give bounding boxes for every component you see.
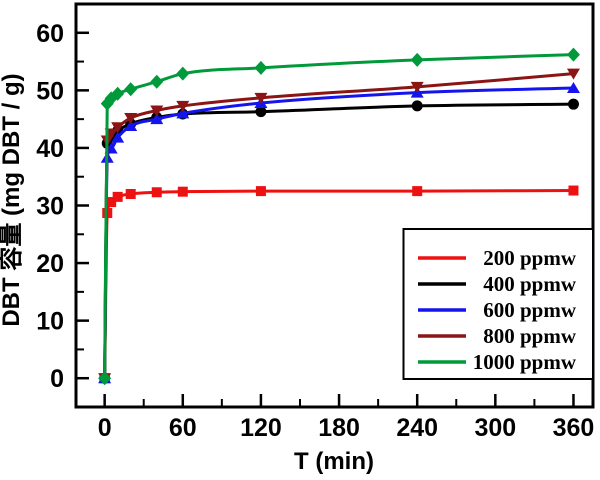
diamond-marker — [98, 371, 112, 386]
diamond-marker — [566, 47, 580, 62]
legend-label: 400 ppmw — [483, 272, 577, 296]
x-axis-title: T (min) — [294, 448, 374, 475]
triangle-down-marker — [254, 92, 268, 104]
y-tick-label: 10 — [36, 308, 64, 336]
circle-marker — [411, 100, 423, 112]
square-marker — [125, 188, 136, 199]
x-tick-label: 120 — [240, 414, 282, 442]
y-tick-label: 0 — [50, 365, 64, 393]
legend-label: 200 ppmw — [483, 246, 577, 270]
x-tick-label: 60 — [169, 414, 197, 442]
triangle-down-marker — [111, 122, 125, 134]
y-tick-label: 40 — [36, 135, 64, 163]
y-tick-label: 20 — [36, 250, 64, 278]
triangle-down-marker — [124, 112, 138, 124]
diamond-marker — [124, 82, 138, 97]
legend-label: 800 ppmw — [483, 324, 577, 348]
square-marker — [412, 186, 423, 197]
legend-label: 1000 ppmw — [473, 350, 577, 374]
y-tick-label: 30 — [36, 193, 64, 221]
diamond-marker — [254, 60, 268, 75]
square-marker — [151, 187, 162, 198]
legend-label: 600 ppmw — [483, 298, 577, 322]
triangle-up-marker — [124, 120, 138, 132]
triangle-up-marker — [111, 131, 125, 143]
plot-frame — [74, 2, 595, 409]
y-tick-label: 50 — [36, 77, 64, 105]
square-marker — [106, 197, 117, 208]
triangle-down-marker — [566, 68, 580, 80]
triangle-down-marker — [176, 100, 190, 112]
triangle-down-marker — [410, 81, 424, 93]
diamond-marker — [150, 74, 164, 89]
y-axis-title: DBT 容量 (mg DBT / g) — [0, 73, 25, 326]
circle-marker — [567, 98, 579, 110]
triangle-down-marker — [150, 105, 164, 117]
triangle-up-marker — [150, 113, 164, 125]
legend-box — [402, 228, 594, 380]
diamond-marker — [111, 86, 125, 101]
triangle-up-marker — [566, 82, 580, 94]
square-marker — [112, 191, 123, 202]
triangle-up-marker — [176, 107, 190, 119]
x-tick-label: 0 — [98, 414, 112, 442]
y-tick-label: 60 — [36, 20, 64, 48]
x-tick-label: 300 — [474, 414, 516, 442]
diamond-marker — [176, 66, 190, 81]
square-marker — [177, 186, 188, 197]
x-tick-label: 240 — [396, 414, 438, 442]
x-tick-label: 360 — [553, 414, 595, 442]
square-marker — [255, 186, 266, 197]
x-tick-label: 180 — [318, 414, 360, 442]
diamond-marker — [410, 52, 424, 67]
circle-marker — [255, 106, 267, 118]
square-marker — [568, 185, 579, 196]
